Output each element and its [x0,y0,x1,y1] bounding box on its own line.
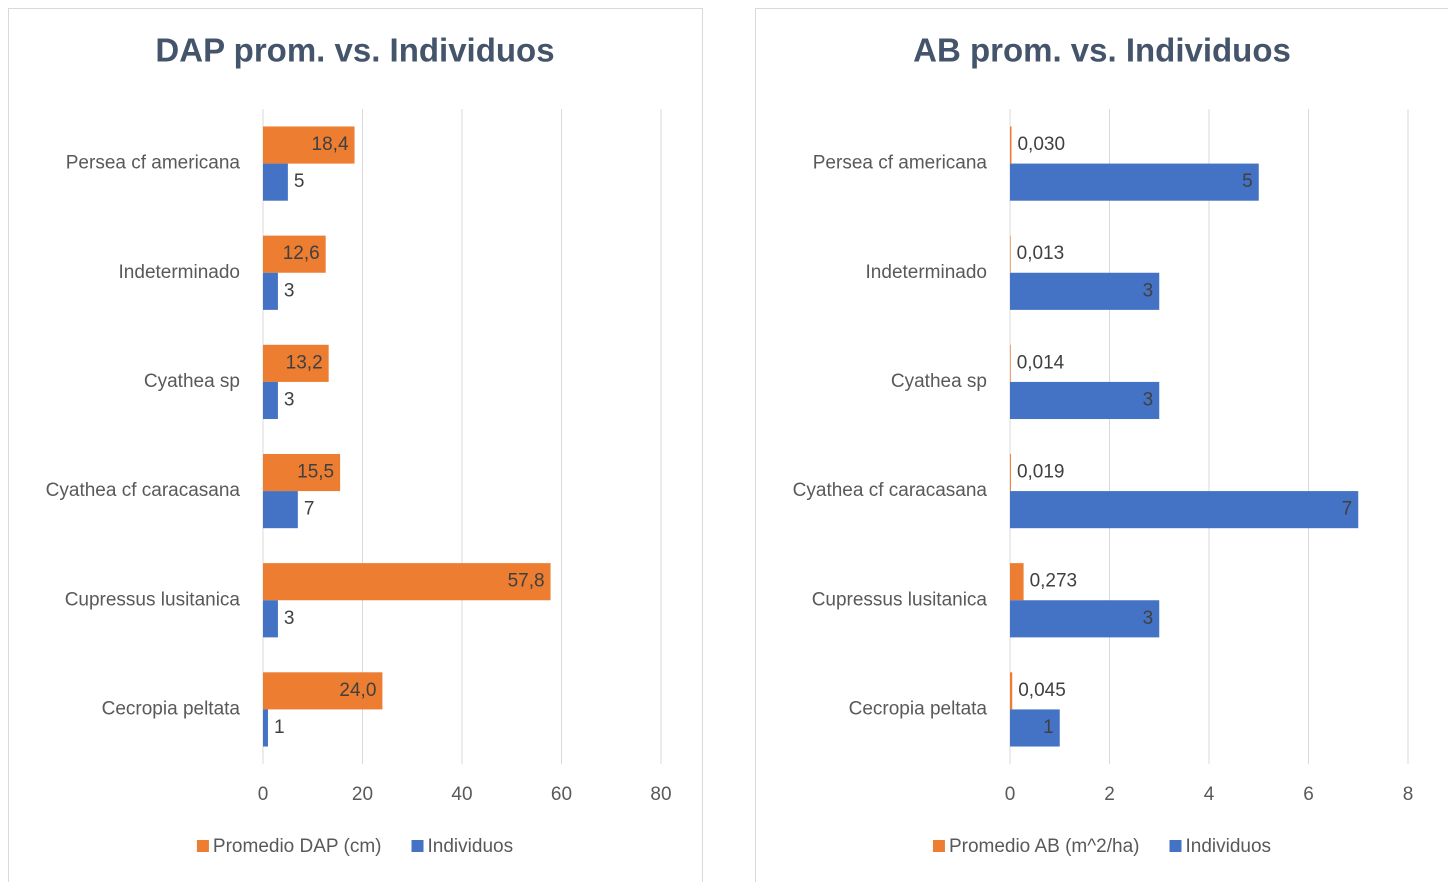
data-label: 1 [1043,717,1054,738]
legend-label: Promedio AB (m^2/ha) [949,836,1140,857]
data-label: 5 [294,171,305,192]
x-tick-label: 80 [650,784,671,805]
x-tick-label: 4 [1204,784,1215,805]
legend-swatch [933,840,945,852]
y-tick-label: Cyathea sp [144,371,240,392]
legend-label: Individuos [1186,836,1272,857]
data-label: 7 [1342,499,1353,520]
data-label: 18,4 [312,134,349,155]
x-tick-label: 0 [1005,784,1016,805]
x-tick-label: 40 [451,784,472,805]
legend-swatch [1170,840,1182,852]
y-tick-label: Indeterminado [119,262,240,283]
data-label: 3 [284,608,295,629]
legend-label: Promedio DAP (cm) [213,836,382,857]
data-label: 7 [304,499,315,520]
y-tick-label: Cecropia peltata [849,698,988,719]
data-label: 0,014 [1017,352,1065,373]
legend-label: Individuos [428,836,514,857]
data-label: 57,8 [508,571,545,592]
data-label: 0,045 [1018,680,1066,701]
bar [1010,600,1159,637]
bar [1010,236,1011,273]
bar [1010,126,1011,163]
data-label: 3 [1143,389,1154,410]
data-label: 0,019 [1017,462,1065,483]
x-tick-label: 6 [1303,784,1314,805]
y-tick-label: Cupressus lusitanica [812,589,988,610]
bar [1010,563,1024,600]
bar [1010,672,1012,709]
y-tick-label: Cecropia peltata [102,698,241,719]
x-tick-label: 0 [258,784,269,805]
bar [263,273,278,310]
y-tick-label: Cyathea cf caracasana [46,480,241,501]
bar [1010,273,1159,310]
chart-title: DAP prom. vs. Individuos [155,32,554,69]
bar [1010,345,1011,382]
chart-title: AB prom. vs. Individuos [913,32,1291,69]
panel [756,9,1448,883]
legend-swatch [412,840,424,852]
data-label: 3 [284,280,295,301]
data-label: 3 [1143,280,1154,301]
y-tick-label: Cupressus lusitanica [65,589,241,610]
data-label: 15,5 [297,462,334,483]
y-tick-label: Cyathea sp [891,371,987,392]
data-label: 12,6 [283,243,320,264]
legend-swatch [197,840,209,852]
x-tick-label: 8 [1403,784,1414,805]
data-label: 0,273 [1030,571,1078,592]
data-label: 24,0 [339,680,376,701]
x-tick-label: 20 [352,784,373,805]
data-label: 0,030 [1017,134,1065,155]
x-tick-label: 2 [1104,784,1115,805]
bar [263,600,278,637]
bar [263,164,288,201]
bar [263,491,298,528]
bar [1010,164,1259,201]
y-tick-label: Persea cf americana [813,153,988,174]
panel [9,9,703,883]
data-label: 3 [1143,608,1154,629]
data-label: 1 [274,717,285,738]
data-label: 0,013 [1017,243,1065,264]
data-label: 5 [1242,171,1253,192]
y-tick-label: Indeterminado [866,262,987,283]
x-tick-label: 60 [551,784,572,805]
bar [1010,382,1159,419]
bar [263,709,268,746]
bar [1010,491,1358,528]
y-tick-label: Persea cf americana [66,153,241,174]
data-label: 13,2 [286,352,323,373]
bar [263,382,278,419]
y-tick-label: Cyathea cf caracasana [793,480,988,501]
bar [1010,454,1011,491]
data-label: 3 [284,389,295,410]
